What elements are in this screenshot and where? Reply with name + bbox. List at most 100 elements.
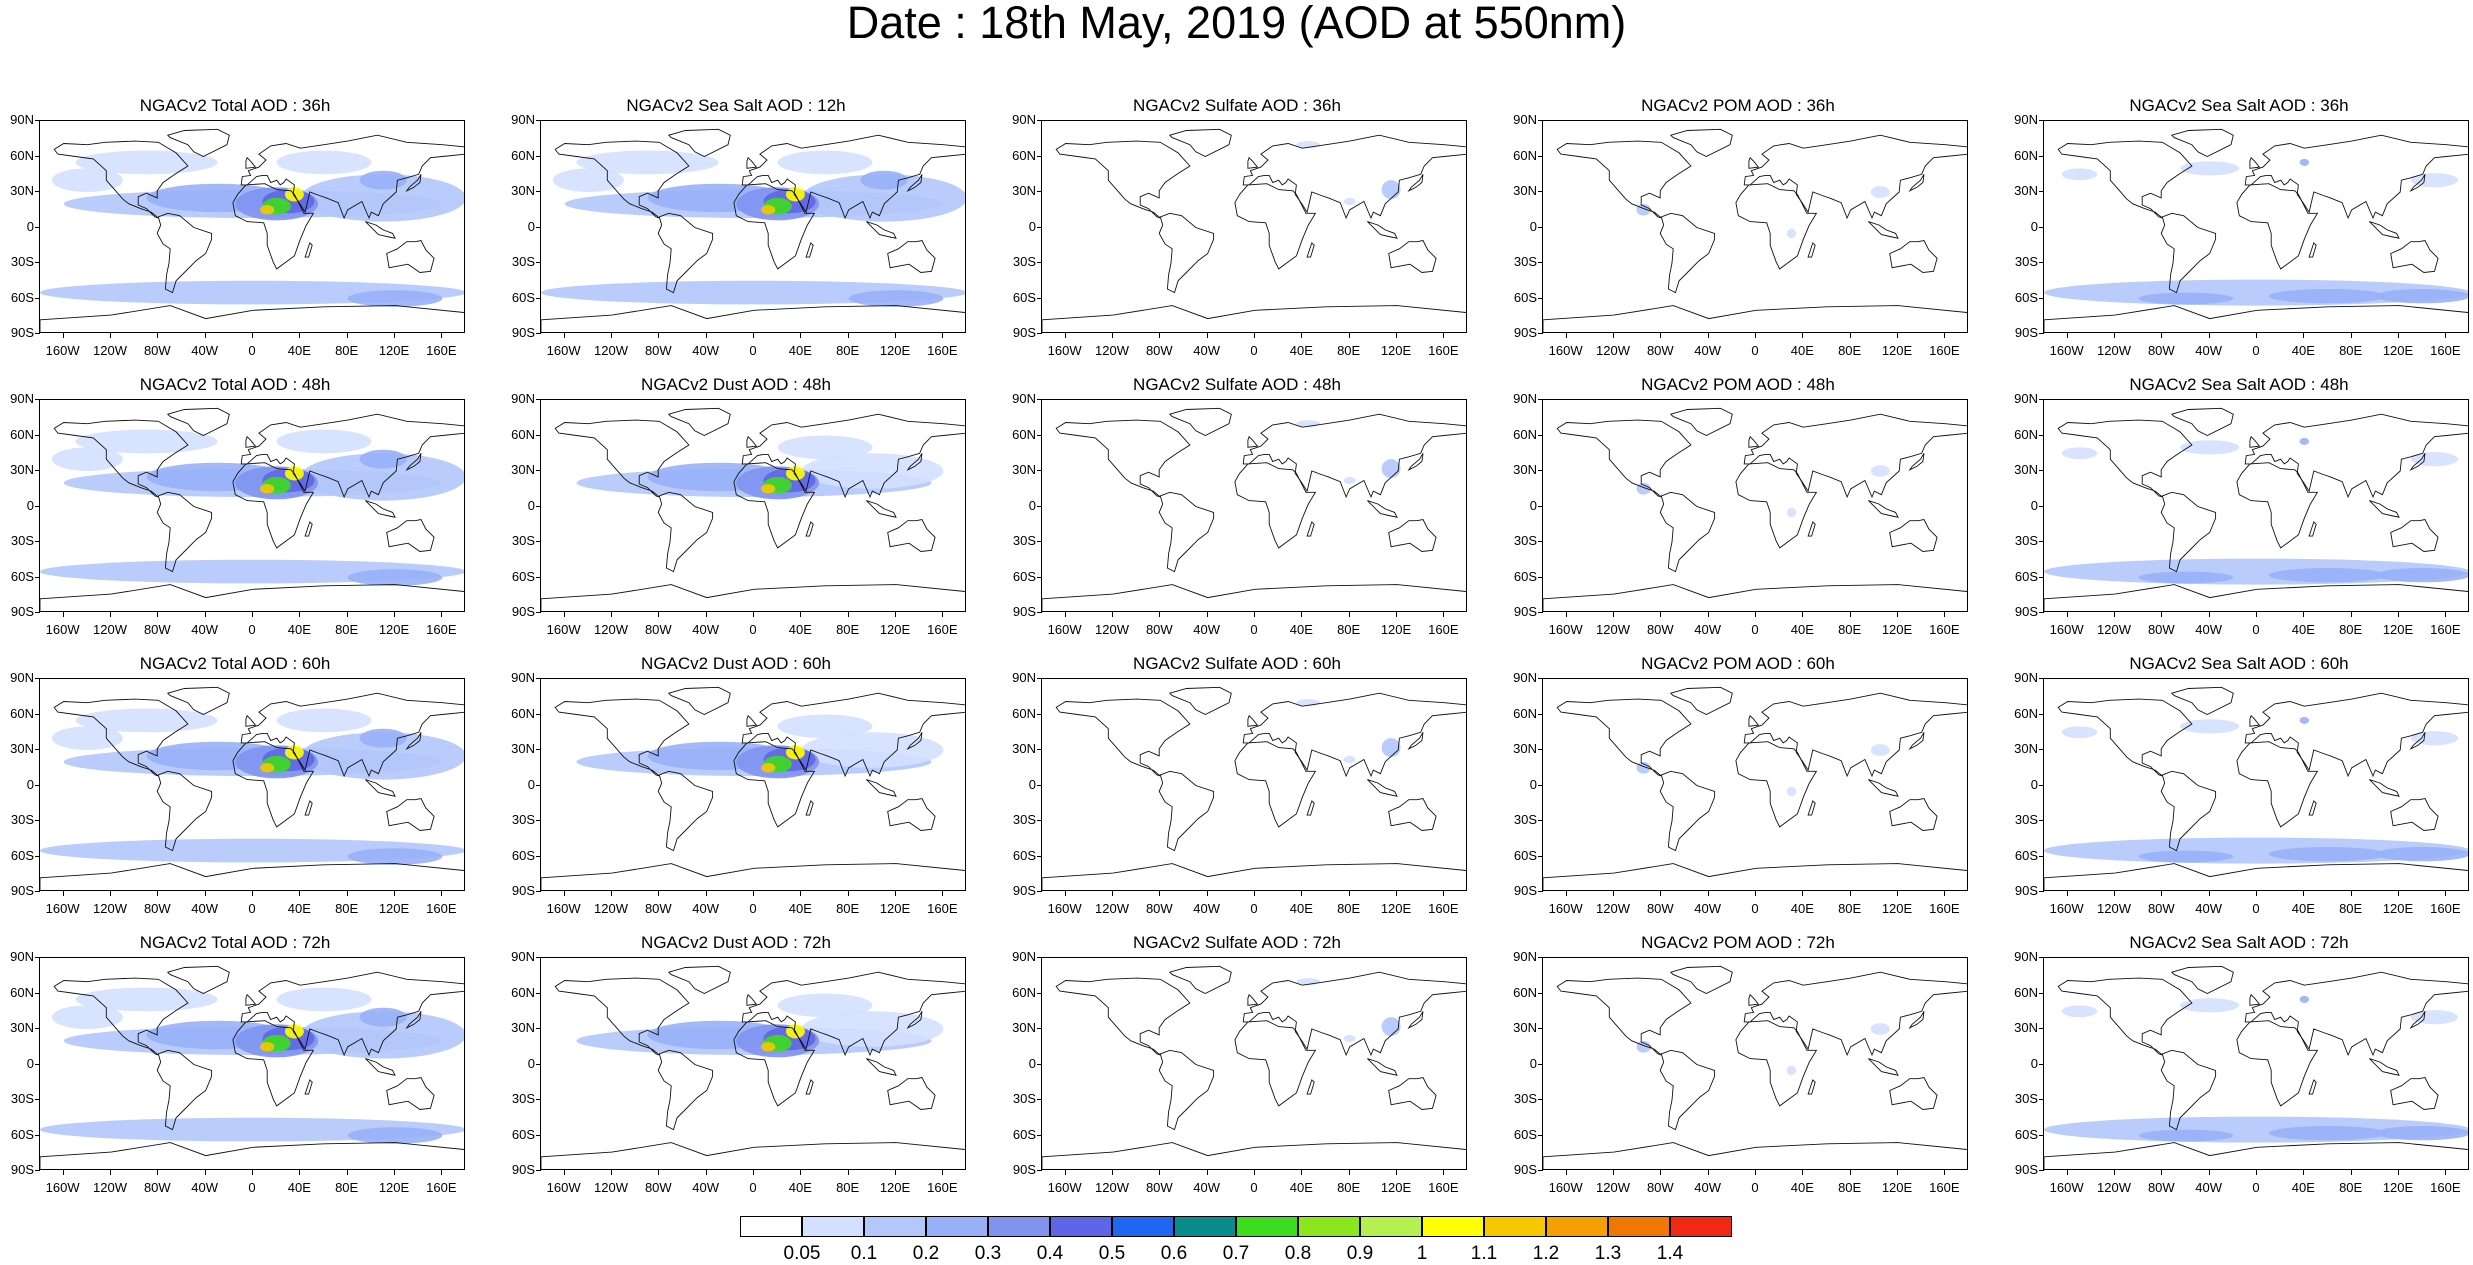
coastline-madagascar [1306,800,1315,816]
lon-tick-label: 80E [335,1180,359,1195]
lon-tick [1565,332,1567,338]
lon-tick-label: 80E [1337,622,1361,637]
lon-tick-label: 80W [2147,901,2175,916]
lat-tick-label: 90S [10,1162,34,1177]
colorbar-swatch [1546,1216,1608,1237]
coastline-south-america [1158,1049,1215,1131]
lon-tick-label: 40W [1694,343,1722,358]
lat-tick-label: 0 [26,1055,34,1071]
lon-tick [252,890,253,896]
coastline-south-america [1158,491,1215,573]
coastline-north-america [53,419,189,498]
lat-tick [2039,612,2044,613]
coastline-north-america [1556,698,1692,777]
lat-tick-label: 90N [2014,391,2038,406]
coastline-south-america [2160,770,2217,852]
coastline-japan [906,174,923,192]
coastline-indonesia [866,779,897,797]
lat-tick [35,678,40,679]
lon-tick [800,611,802,617]
lat-tick [1037,1099,1042,1100]
lon-tick-label: 160W [1548,343,1583,358]
world-map [2043,120,2469,333]
lon-tick [2161,1169,2163,1175]
lat-tick-label: 0 [26,218,34,234]
lat-tick-label: 30N [1513,1020,1537,1035]
lat-tick-label: 30S [10,533,34,548]
lon-tick [1301,332,1303,338]
lon-tick [2114,611,2115,617]
coastline-indonesia [2369,779,2400,797]
lat-tick-label: 90S [2014,325,2038,340]
lon-tick [895,890,896,896]
coastline-eurasia [2244,971,2468,1057]
lon-tick-label: 160W [546,622,581,637]
colorbar-label: 0.7 [1222,1243,1250,1264]
lat-tick [1037,120,1042,121]
lon-tick [394,332,395,338]
map-panel: NGACv2 Sulfate AOD : 72h 90N 60N 30N 0 30S 60S… [1002,929,1472,1204]
coastline-madagascar [304,242,313,258]
coastline-japan [1407,1011,1424,1029]
lat-tick [1037,191,1042,192]
lat-tick [1538,470,1543,471]
lon-tick [2256,890,2257,896]
lat-tick-label: 90S [1513,883,1537,898]
coastline-indonesia [866,1058,897,1076]
lon-tick-label: 40E [2291,343,2315,358]
lon-tick [62,1169,64,1175]
lon-tick [800,332,802,338]
lon-tick-label: 40W [2195,622,2223,637]
map-panel: NGACv2 Total AOD : 72h 90N 60N 30N 0 30S 60S 90… [0,929,470,1204]
lon-tick-label: 0 [1250,901,1258,916]
coastline-uk [1247,156,1259,169]
lat-tick [2039,1099,2044,1100]
lat-tick-label: 60N [10,705,34,721]
aod-shading [2410,731,2459,746]
colorbar-label: 1.1 [1470,1243,1498,1264]
coastline-south-america [1659,1049,1716,1131]
lon-tick-label: 80E [2339,1180,2363,1195]
lon-tick-label: 80W [644,343,672,358]
lat-tick [536,191,541,192]
lon-tick-label: 120W [1095,1180,1129,1195]
lon-tick [62,611,64,617]
lon-tick-label: 0 [1250,343,1258,358]
lon-tick [1613,890,1614,896]
lon-tick [1254,332,1255,338]
aod-shading [2299,716,2310,724]
lat-tick [35,226,40,228]
lat-tick-label: 90N [2014,112,2038,127]
lat-tick-label: 90S [2014,604,2038,619]
lon-tick [1944,890,1946,896]
panel-title: NGACv2 Sulfate AOD : 60h [1133,654,1341,673]
coastline-indonesia [1367,779,1398,797]
aod-shading [761,484,776,494]
lon-tick [1348,1169,1350,1175]
lon-tick-label: 120E [1881,343,1913,358]
coastline-madagascar [304,521,313,537]
lat-tick-label: 0 [1028,497,1036,513]
coastline-africa [2236,741,2319,828]
lat-tick-label: 0 [1529,1055,1537,1071]
lon-tick-label: 160E [1929,622,1960,637]
coastline-antarctica [1543,1142,1967,1169]
lon-tick [1802,332,1804,338]
lat-tick [1037,226,1042,228]
coastline-madagascar [1306,242,1315,258]
lat-tick [35,1028,40,1029]
lon-tick [1443,611,1445,617]
lon-tick [942,332,944,338]
lon-tick [2256,1169,2257,1175]
lon-tick-label: 120W [594,622,628,637]
coastline-australia [887,797,936,831]
lat-tick-label: 90N [511,391,535,406]
lat-tick [536,505,541,507]
coastline-eurasia [240,413,464,499]
lon-tick-label: 160E [426,622,457,637]
coastline-north-america [1055,419,1191,498]
lat-tick-label: 30N [511,741,535,756]
lat-tick [35,576,40,578]
colorbar-swatch [1236,1216,1298,1237]
lon-tick-label: 120W [594,1180,628,1195]
